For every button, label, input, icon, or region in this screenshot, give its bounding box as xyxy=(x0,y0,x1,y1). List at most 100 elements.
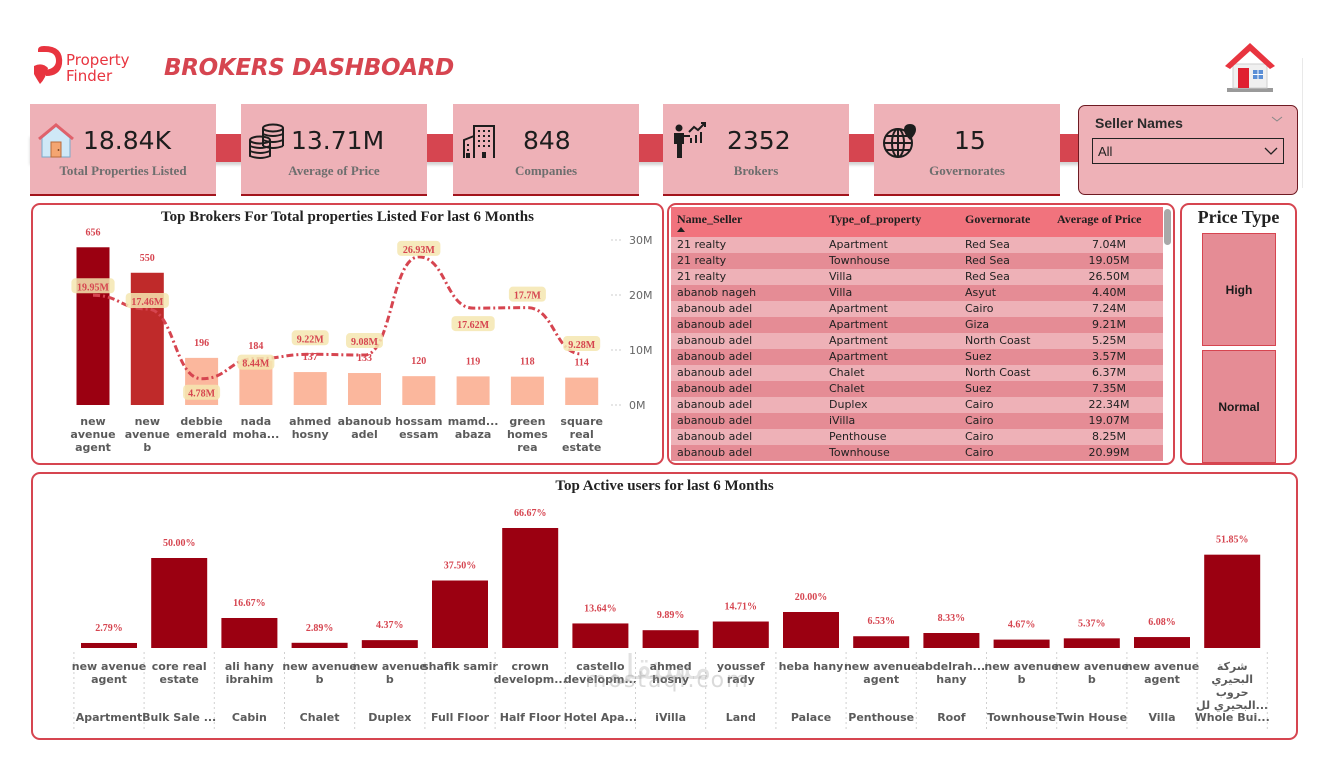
bar[interactable] xyxy=(1063,638,1120,648)
cell-price: 7.35M xyxy=(1092,382,1126,395)
bar[interactable] xyxy=(502,527,559,648)
bar[interactable] xyxy=(923,633,980,648)
bar[interactable] xyxy=(510,376,544,405)
bar[interactable] xyxy=(783,612,839,648)
x-axis-label: avenue xyxy=(125,428,170,441)
bar[interactable] xyxy=(1204,554,1261,648)
x-axis-label: hossam xyxy=(395,415,442,428)
x-axis-label: rea xyxy=(517,441,537,454)
line-value-label: 9.22M xyxy=(297,334,325,345)
top-active-users-chart-panel: Top Active users for last 6 Months 2.79%… xyxy=(31,472,1298,740)
house-icon[interactable] xyxy=(1222,38,1278,94)
line-value-label: 26.93M xyxy=(403,245,436,256)
property-type-label: Roof xyxy=(937,711,966,724)
bar[interactable] xyxy=(361,640,418,648)
kpi-card-brokers: 2352 Brokers xyxy=(663,104,849,196)
line-value-label: 9.08M xyxy=(351,337,379,348)
table-row[interactable]: abanoub adel Townhouse Cairo 20.99M xyxy=(671,445,1163,461)
bar-value-label: 114 xyxy=(574,358,588,369)
x-axis-label: mamd... xyxy=(448,415,499,428)
bar[interactable] xyxy=(130,272,164,405)
cell-governorate: Red Sea xyxy=(965,270,1010,283)
cell-price: 3.57M xyxy=(1092,350,1126,363)
bar[interactable] xyxy=(642,630,699,648)
kpi-value: 2352 xyxy=(727,126,791,155)
table-row[interactable]: abanoub adel Penthouse Cairo 8.25M xyxy=(671,429,1163,445)
column-header-type[interactable]: Type_of_property xyxy=(829,212,922,226)
column-header-name-seller[interactable]: Name_Seller xyxy=(677,212,743,226)
cell-seller: abanoub adel xyxy=(677,302,753,315)
table-row[interactable]: 21 realty Villa Red Sea 26.50M xyxy=(671,269,1163,285)
bar[interactable] xyxy=(291,642,348,648)
table-row[interactable]: 21 realty Townhouse Red Sea 19.05M xyxy=(671,253,1163,269)
user-label: developm... xyxy=(564,673,637,686)
table-row[interactable]: 21 realty Apartment Red Sea 7.04M xyxy=(671,237,1163,253)
property-type-label: Apartment xyxy=(76,711,143,724)
bar[interactable] xyxy=(76,247,110,405)
table-row[interactable]: abanoub adel Chalet Suez 7.35M xyxy=(671,381,1163,397)
table-row[interactable]: abanoub adel Duplex Cairo 22.34M xyxy=(671,397,1163,413)
table-row[interactable]: abanoub adel Apartment Suez 3.57M xyxy=(671,349,1163,365)
property-type-label: Bulk Sale ... xyxy=(142,711,216,724)
bar-value-label: 37.50% xyxy=(444,561,477,572)
user-label: b xyxy=(1088,673,1096,686)
column-header-governorate[interactable]: Governorate xyxy=(965,212,1031,226)
user-label: البحيري لل... xyxy=(1196,699,1268,712)
bar[interactable] xyxy=(432,580,488,649)
x-axis-label: adel xyxy=(351,428,378,441)
line-label-bg xyxy=(451,316,495,332)
top-brokers-chart-panel: Top Brokers For Total properties Listed … xyxy=(31,203,664,465)
seller-price-table-panel: Name_Seller Type_of_property Governorate… xyxy=(667,203,1175,465)
bar[interactable] xyxy=(572,623,629,648)
x-axis-label: homes xyxy=(507,428,548,441)
user-label: heba hany xyxy=(779,660,844,673)
kpi-card-total-properties: 18.84K Total Properties Listed xyxy=(30,104,216,196)
bar[interactable] xyxy=(993,639,1050,648)
seller-names-dropdown[interactable]: All xyxy=(1092,138,1284,164)
line-label-bg xyxy=(183,384,221,400)
cell-governorate: Giza xyxy=(965,318,990,331)
x-axis-label: estate xyxy=(562,441,601,454)
sort-ascending-icon[interactable] xyxy=(677,227,685,232)
cell-type: Apartment xyxy=(829,350,888,363)
bar[interactable] xyxy=(456,376,490,405)
kpi-label: Total Properties Listed xyxy=(59,163,187,178)
user-label: new avenue xyxy=(844,660,918,673)
chevron-down-icon[interactable] xyxy=(1271,114,1283,124)
bar[interactable] xyxy=(402,376,436,405)
average-price-line[interactable] xyxy=(92,255,582,381)
property-type-label: Hotel Apa... xyxy=(564,711,637,724)
bar-value-label: 8.33% xyxy=(938,613,966,624)
logo-mark-icon xyxy=(34,46,63,84)
table-row[interactable]: abanoub adel Chalet North Coast 6.37M xyxy=(671,365,1163,381)
bar[interactable] xyxy=(81,642,137,648)
x-axis-label: abaza xyxy=(455,428,492,441)
cell-type: Chalet xyxy=(829,382,865,395)
bar[interactable] xyxy=(565,377,599,405)
cell-type: Apartment xyxy=(829,334,888,347)
x-axis-label: agent xyxy=(75,441,111,454)
table-row[interactable]: abanoub adel Apartment North Coast 5.25M xyxy=(671,333,1163,349)
table-row[interactable]: abanoub adel Apartment Cairo 7.24M xyxy=(671,301,1163,317)
bar[interactable] xyxy=(853,636,910,648)
price-type-normal-button[interactable]: Normal xyxy=(1202,350,1276,463)
x-axis-label: ahmed xyxy=(289,415,331,428)
table-row[interactable]: abanob nageh Villa Asyut 4.40M xyxy=(671,285,1163,301)
cell-governorate: Cairo xyxy=(965,430,994,443)
table-row[interactable]: abanoub adel Apartment Giza 9.21M xyxy=(671,317,1163,333)
bar-value-label: 5.37% xyxy=(1078,618,1106,629)
table-row[interactable]: abanoub adel iVilla Cairo 19.07M xyxy=(671,413,1163,429)
cell-seller: abanoub adel xyxy=(677,334,753,347)
column-header-average-price[interactable]: Average of Price xyxy=(1057,212,1142,226)
bar[interactable] xyxy=(1134,637,1190,648)
bar[interactable] xyxy=(221,617,278,648)
user-label: ahmed xyxy=(650,660,692,673)
bar[interactable] xyxy=(151,558,208,648)
price-type-high-button[interactable]: High xyxy=(1202,233,1276,346)
bar[interactable] xyxy=(293,372,327,405)
table-scrollbar-thumb[interactable] xyxy=(1164,209,1171,245)
bar[interactable] xyxy=(712,621,769,648)
seller-names-slicer: Seller Names All xyxy=(1078,105,1298,195)
table-body: 21 realty Apartment Red Sea 7.04M 21 realty T… xyxy=(671,237,1163,461)
bar[interactable] xyxy=(348,373,381,405)
